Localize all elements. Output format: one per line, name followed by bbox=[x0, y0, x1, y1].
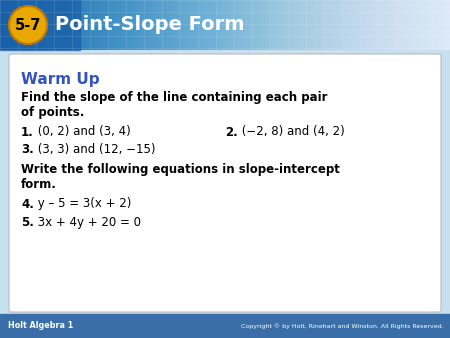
Text: y – 5 = 3(x + 2): y – 5 = 3(x + 2) bbox=[34, 197, 131, 211]
Text: 5-7: 5-7 bbox=[15, 18, 41, 32]
Text: form.: form. bbox=[21, 178, 57, 191]
Text: (−2, 8) and (4, 2): (−2, 8) and (4, 2) bbox=[238, 125, 345, 139]
Text: 1.: 1. bbox=[21, 125, 34, 139]
Text: Copyright © by Holt, Rinehart and Winston. All Rights Reserved.: Copyright © by Holt, Rinehart and Winsto… bbox=[241, 323, 444, 329]
Text: Holt Algebra 1: Holt Algebra 1 bbox=[8, 321, 73, 331]
Text: (0, 2) and (3, 4): (0, 2) and (3, 4) bbox=[34, 125, 131, 139]
Bar bbox=[0, 0, 80, 50]
Bar bbox=[0, 314, 450, 338]
Text: Point-Slope Form: Point-Slope Form bbox=[55, 16, 244, 34]
Text: (3, 3) and (12, −15): (3, 3) and (12, −15) bbox=[34, 143, 156, 156]
Text: 5.: 5. bbox=[21, 216, 34, 229]
Text: 4.: 4. bbox=[21, 197, 34, 211]
Text: 3x + 4y + 20 = 0: 3x + 4y + 20 = 0 bbox=[34, 216, 141, 229]
Text: Find the slope of the line containing each pair: Find the slope of the line containing ea… bbox=[21, 92, 328, 104]
Text: Write the following equations in slope-intercept: Write the following equations in slope-i… bbox=[21, 164, 340, 176]
Text: Warm Up: Warm Up bbox=[21, 72, 99, 87]
Text: of points.: of points. bbox=[21, 106, 85, 119]
Text: 2.: 2. bbox=[225, 125, 238, 139]
FancyBboxPatch shape bbox=[9, 54, 441, 312]
Text: 3.: 3. bbox=[21, 143, 34, 156]
Circle shape bbox=[9, 6, 47, 44]
